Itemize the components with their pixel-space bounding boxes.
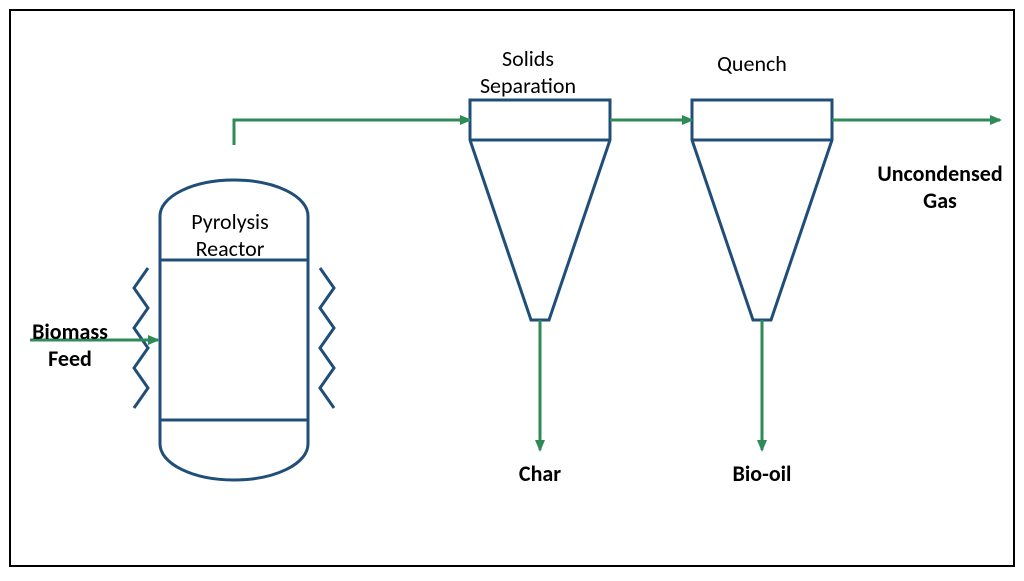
separator-vessel [470,100,610,320]
quench-vessel [692,100,832,320]
biooil-label: Bio-oil [733,460,792,487]
biomass-feed-label: Biomass Feed [32,318,108,372]
reactor-coil-right [320,268,334,408]
char-label: Char [519,460,561,487]
diagram-container: Pyrolysis Reactor Solids Separation Quen… [0,0,1024,576]
quench-label: Quench [717,50,787,77]
reactor-to-separator-arrow [234,120,470,145]
reactor-label: Pyrolysis Reactor [191,208,268,262]
uncondensed-gas-label: Uncondensed Gas [877,160,1002,214]
separator-label: Solids Separation [480,45,576,99]
reactor-coil-left [134,268,148,408]
